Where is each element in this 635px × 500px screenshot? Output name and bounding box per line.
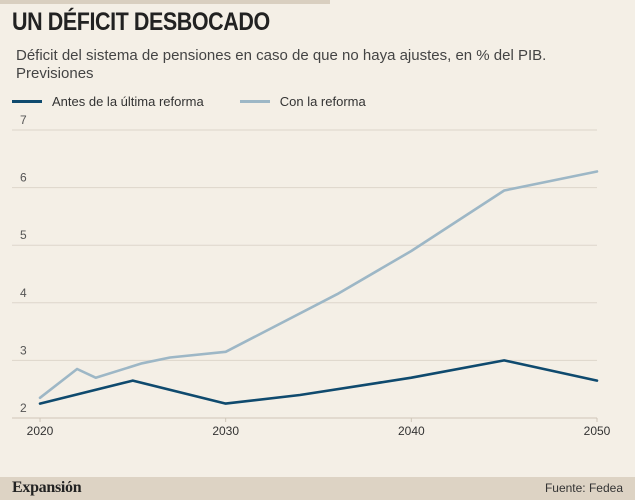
legend-swatch-before xyxy=(12,99,42,103)
top-rule xyxy=(0,0,330,4)
chart-title: UN DÉFICIT DESBOCADO xyxy=(12,8,270,36)
y-tick-label: 5 xyxy=(20,228,27,242)
x-tick-label: 2040 xyxy=(398,424,425,438)
legend-item-after: Con la reforma xyxy=(239,93,366,109)
brand-logo: Expansión xyxy=(12,479,82,496)
legend: Antes de la última reforma Con la reform… xyxy=(12,92,402,110)
legend-label-after: Con la reforma xyxy=(279,93,366,109)
y-tick-label: 4 xyxy=(20,286,27,300)
legend-label-before: Antes de la última reforma xyxy=(52,93,204,109)
y-tick-label: 2 xyxy=(20,401,27,415)
y-tick-label: 7 xyxy=(20,113,27,127)
x-tick-label: 2030 xyxy=(212,424,239,438)
series-line-after xyxy=(38,170,599,400)
source-note: Fuente: Fedea xyxy=(544,481,623,495)
legend-item-before: Antes de la última reforma xyxy=(12,94,204,109)
x-tick-label: 2020 xyxy=(27,424,54,438)
series-line-before xyxy=(38,359,599,405)
chart-subtitle: Déficit del sistema de pensiones en caso… xyxy=(16,47,547,82)
x-tick-label: 2050 xyxy=(584,424,611,438)
y-tick-label: 6 xyxy=(20,171,27,185)
footer: Expansión Fuente: Fedea xyxy=(0,477,635,500)
y-tick-label: 3 xyxy=(20,343,27,357)
line-chart: 2 3 4 5 6 7 2020 2030 2040 2050 xyxy=(12,113,611,438)
legend-swatch-after xyxy=(239,99,270,103)
